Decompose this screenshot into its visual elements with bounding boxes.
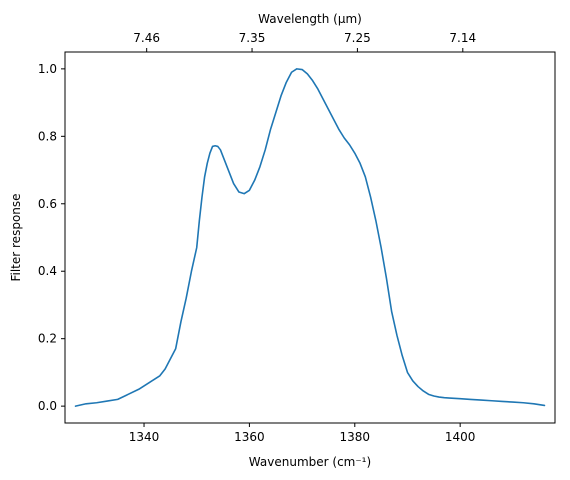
y-axis-label: Filter response xyxy=(9,193,23,281)
y-tick-label: 1.0 xyxy=(38,62,57,76)
top-tick-label: 7.14 xyxy=(449,31,476,45)
x-tick-label: 1340 xyxy=(129,430,160,444)
y-tick-label: 0.0 xyxy=(38,399,57,413)
plot-area xyxy=(64,51,556,424)
top-tick-label: 7.46 xyxy=(133,31,160,45)
y-tick-label: 0.8 xyxy=(38,129,57,143)
top-axis-label: Wavelength (μm) xyxy=(258,12,362,26)
y-tick-label: 0.6 xyxy=(38,197,57,211)
x-axis-label: Wavenumber (cm⁻¹) xyxy=(249,455,371,469)
x-tick-label: 1380 xyxy=(340,430,371,444)
top-tick-label: 7.35 xyxy=(239,31,266,45)
series-line xyxy=(74,68,546,407)
y-tick-label: 0.4 xyxy=(38,264,57,278)
y-tick-label: 0.2 xyxy=(38,332,57,346)
x-tick-label: 1360 xyxy=(234,430,265,444)
top-tick-label: 7.25 xyxy=(344,31,371,45)
x-tick-label: 1400 xyxy=(445,430,476,444)
